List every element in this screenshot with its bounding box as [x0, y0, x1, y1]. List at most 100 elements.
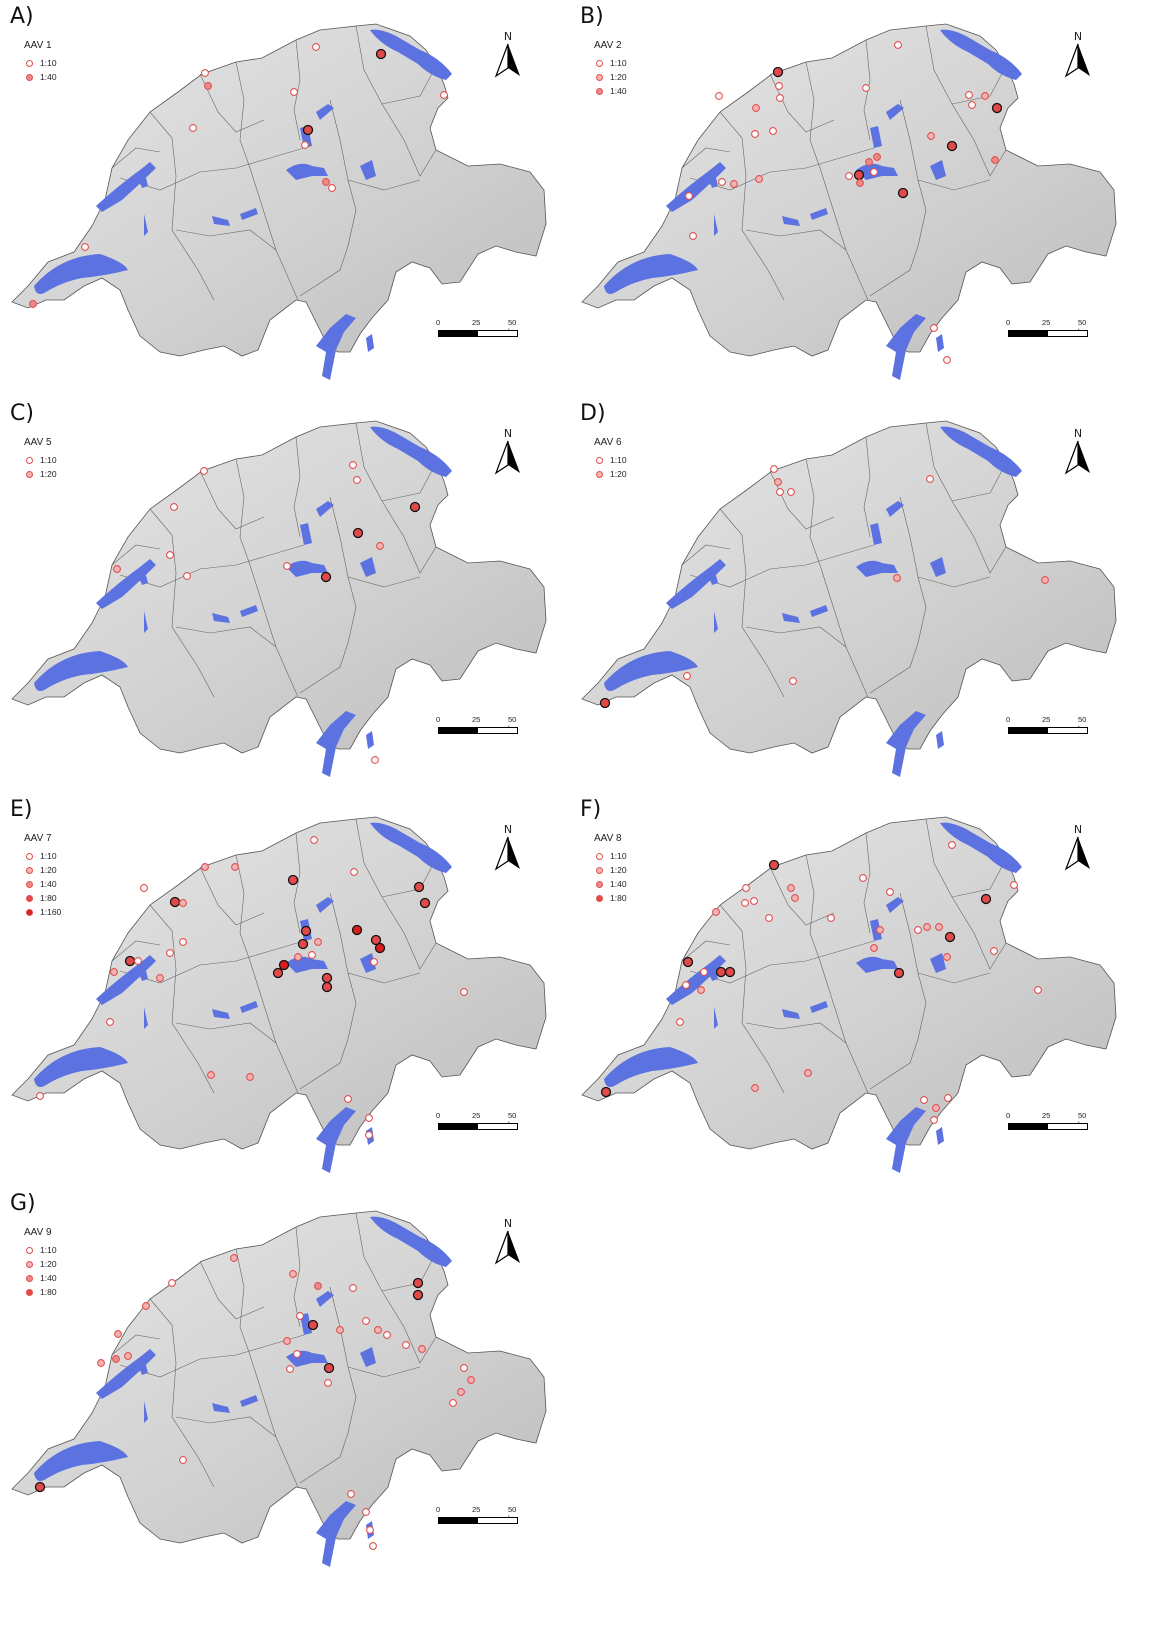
- sample-marker: [893, 967, 905, 979]
- sample-marker: [323, 1362, 335, 1374]
- panel-letter: E): [10, 797, 33, 822]
- lake: [96, 162, 156, 212]
- sample-marker: [927, 132, 935, 140]
- sample-marker: [948, 841, 956, 849]
- sample-marker: [320, 571, 332, 583]
- sample-marker: [230, 1254, 238, 1262]
- scale-mid-label: 25: [472, 1111, 481, 1120]
- sample-marker: [366, 1526, 374, 1534]
- lake: [666, 955, 726, 1005]
- lake: [810, 1001, 828, 1013]
- lake: [360, 160, 376, 180]
- lake: [34, 651, 128, 691]
- canton-border: [681, 544, 731, 566]
- scale-zero-label: 0: [436, 1111, 441, 1120]
- legend-marker: [26, 1260, 33, 1268]
- sample-marker: [787, 884, 795, 892]
- canton-border: [719, 904, 785, 1094]
- legend-item: 1:20: [26, 467, 57, 481]
- lake: [240, 208, 258, 220]
- north-label: N: [1073, 823, 1083, 836]
- sample-marker: [1010, 881, 1018, 889]
- sample-marker: [156, 974, 164, 982]
- sample-marker: [724, 966, 736, 978]
- sample-marker: [712, 908, 720, 916]
- legend-item: 1:20: [596, 70, 627, 84]
- sample-marker: [124, 1352, 132, 1360]
- canton-border: [917, 972, 991, 984]
- sample-marker: [751, 1084, 759, 1092]
- north-arrow-icon: N: [1060, 427, 1096, 483]
- lake: [240, 1395, 258, 1407]
- sample-marker: [776, 488, 784, 496]
- lake: [300, 523, 312, 545]
- sample-marker: [296, 1312, 304, 1320]
- sample-marker: [207, 1071, 215, 1079]
- lake: [714, 1007, 718, 1029]
- sample-marker: [742, 884, 750, 892]
- sample-marker: [923, 923, 931, 931]
- sample-marker: [353, 476, 361, 484]
- scale-bar-graphic: [438, 330, 518, 337]
- sample-marker: [114, 1330, 122, 1338]
- sample-marker: [36, 1092, 44, 1100]
- panel-letter: A): [10, 4, 34, 29]
- canton-border: [719, 111, 785, 301]
- lake: [316, 711, 356, 777]
- lake: [96, 955, 156, 1005]
- sample-marker: [862, 84, 870, 92]
- scale-bar-graphic: [438, 1517, 518, 1524]
- sample-marker: [134, 957, 142, 965]
- legend-item: 1:10: [596, 453, 627, 467]
- north-label: N: [503, 30, 513, 43]
- canton-border: [355, 1212, 437, 1364]
- sample-marker: [402, 1341, 410, 1349]
- sample-marker: [409, 501, 421, 513]
- lake: [936, 731, 944, 749]
- canton-border: [681, 147, 731, 169]
- legend: 1:10 1:20: [26, 453, 57, 481]
- sample-marker: [324, 1379, 332, 1387]
- lake: [782, 216, 800, 226]
- lake: [144, 1401, 148, 1423]
- sample-marker: [81, 243, 89, 251]
- legend-item: 1:20: [596, 467, 627, 481]
- sample-marker: [827, 914, 835, 922]
- lake: [810, 605, 828, 617]
- canton-border: [119, 940, 305, 984]
- sample-marker: [370, 958, 378, 966]
- legend-marker: [26, 73, 33, 81]
- legend-title: AAV 5: [24, 437, 52, 448]
- sample-marker: [1041, 576, 1049, 584]
- sample-marker: [897, 187, 909, 199]
- lake: [286, 560, 328, 577]
- sample-marker: [302, 124, 314, 136]
- canton-border: [111, 147, 161, 169]
- country-outline: [11, 1210, 547, 1544]
- sample-marker: [110, 968, 118, 976]
- lake: [140, 1365, 148, 1375]
- lake: [360, 1347, 376, 1367]
- canton-border: [347, 576, 421, 588]
- sample-marker: [308, 951, 316, 959]
- sample-marker: [322, 178, 330, 186]
- sample-marker: [457, 1388, 465, 1396]
- canton-border: [293, 1226, 301, 1328]
- sample-marker: [787, 488, 795, 496]
- legend-label: 1:40: [610, 86, 627, 96]
- legend-marker: [596, 456, 603, 464]
- country-outline: [581, 420, 1117, 754]
- sample-marker: [300, 925, 312, 937]
- scale-zero-label: 0: [436, 715, 441, 724]
- lake: [936, 1127, 944, 1145]
- map-panel: E) AAV 7 1:10 1:20 1:40 1:80 1:160 N 0 25 50 km: [0, 793, 560, 1193]
- lake: [366, 334, 374, 352]
- sample-marker: [991, 156, 999, 164]
- legend-item: 1:10: [26, 1243, 57, 1257]
- canton-border: [149, 111, 215, 301]
- sample-marker: [700, 968, 708, 976]
- legend-item: 1:20: [596, 863, 627, 877]
- legend-item: 1:40: [26, 1271, 57, 1285]
- canton-border: [355, 25, 437, 177]
- lake: [930, 557, 946, 577]
